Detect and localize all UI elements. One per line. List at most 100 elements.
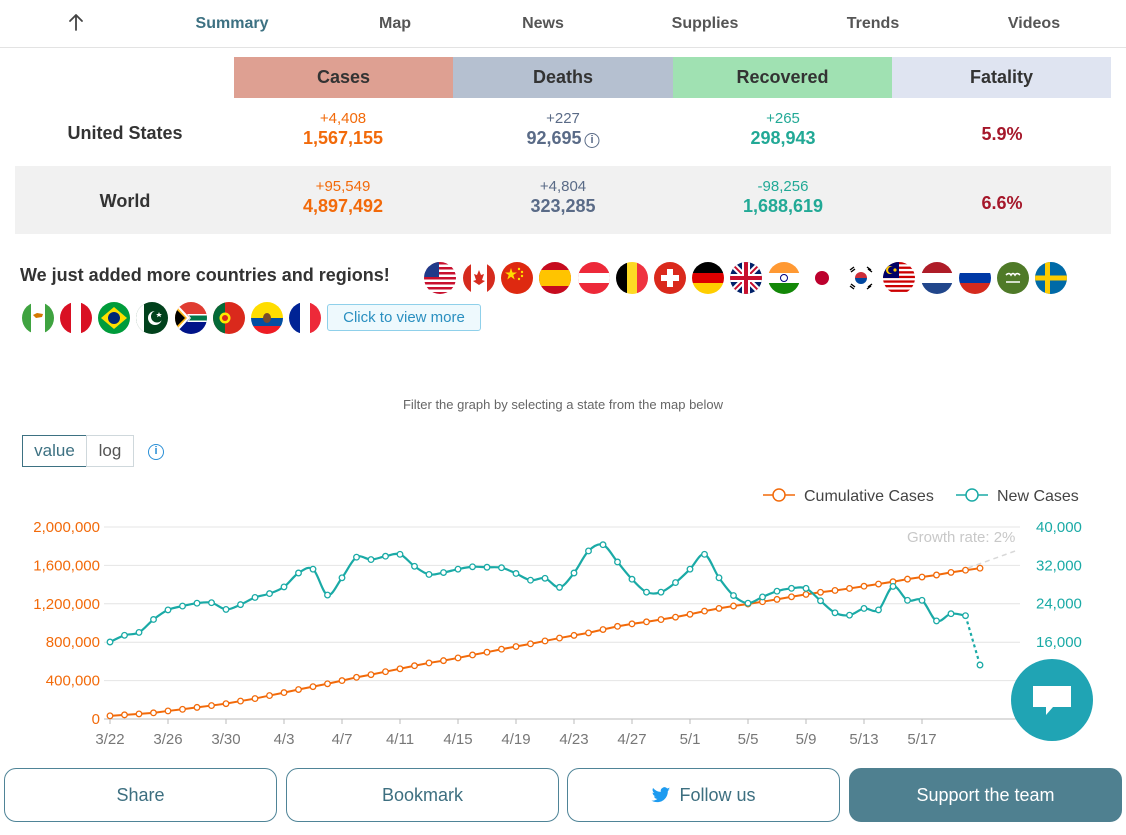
log-toggle[interactable]: log — [86, 435, 134, 467]
new-cases-point — [440, 569, 447, 576]
south-korea-flag[interactable] — [845, 262, 877, 294]
header-cases[interactable]: Cases — [234, 57, 453, 98]
view-more-button[interactable]: Click to view more — [327, 304, 481, 331]
sweden-flag[interactable] — [1035, 262, 1067, 294]
new-cases-point — [179, 602, 186, 610]
chat-button[interactable] — [1011, 659, 1093, 741]
new-cases-point — [614, 558, 621, 566]
new-cases-point — [715, 574, 723, 582]
netherlands-flag[interactable] — [921, 262, 953, 294]
cases-cell: +95,549 4,897,492 — [303, 179, 383, 217]
arrow-up-icon[interactable] — [62, 8, 90, 36]
cumulative-point — [164, 707, 172, 715]
legend-new[interactable]: New Cases — [997, 488, 1079, 505]
cumulative-point — [324, 680, 331, 688]
new-cases-point — [904, 596, 911, 604]
russia-flag[interactable] — [959, 262, 991, 294]
cumulative-point — [701, 607, 708, 615]
new-cases-point — [744, 599, 752, 607]
uk-flag[interactable] — [730, 262, 762, 294]
legend-cumulative[interactable]: Cumulative Cases — [804, 488, 934, 505]
follow-button[interactable]: Follow us — [567, 768, 840, 822]
belgium-flag[interactable] — [616, 262, 648, 294]
tab-trends[interactable]: Trends — [846, 15, 900, 32]
new-cases-point — [918, 596, 926, 604]
canada-flag[interactable] — [463, 262, 495, 294]
japan-flag[interactable] — [806, 262, 838, 294]
cumulative-point — [367, 671, 375, 679]
table-row-us[interactable]: United States +4,408 1,567,155 +227 92,6… — [15, 99, 1111, 167]
cumulative-point — [150, 709, 157, 717]
cumulative-point — [135, 710, 143, 718]
x-tick-label: 4/3 — [274, 731, 295, 748]
south-africa-flag[interactable] — [175, 302, 207, 334]
portugal-flag[interactable] — [213, 302, 245, 334]
cumulative-point — [860, 582, 868, 590]
recovered-total: 298,943 — [750, 128, 816, 148]
new-cases-point — [933, 617, 940, 625]
pakistan-flag[interactable] — [136, 302, 168, 334]
support-button[interactable]: Support the team — [849, 768, 1122, 822]
cyprus-flag[interactable] — [22, 302, 54, 334]
cases-chart[interactable]: 0 400,000 800,000 1,200,000 1,600,000 2,000,0… — [0, 478, 1126, 753]
usa-flag[interactable] — [424, 262, 456, 294]
cumulative-point — [802, 590, 810, 598]
deaths-total: 92,695 — [526, 128, 582, 148]
deaths-total: 323,285 — [530, 196, 596, 216]
cumulative-point — [309, 683, 317, 691]
support-label: Support the team — [916, 784, 1055, 805]
ecuador-flag[interactable] — [251, 302, 283, 334]
cumulative-point — [411, 662, 418, 670]
cumulative-point — [353, 673, 360, 681]
info-icon[interactable]: i — [584, 133, 600, 148]
fatality-value: 6.6% — [981, 193, 1023, 213]
header-fatality[interactable]: Fatality — [892, 57, 1111, 98]
germany-flag[interactable] — [692, 262, 724, 294]
new-cases-point — [193, 599, 201, 607]
bookmark-button[interactable]: Bookmark — [286, 768, 559, 822]
new-cases-point — [396, 550, 404, 558]
spain-flag[interactable] — [539, 262, 571, 294]
cumulative-point — [440, 657, 447, 665]
row-label: United States — [67, 123, 183, 143]
tab-supplies[interactable]: Supplies — [671, 15, 739, 32]
x-tick-label: 3/22 — [95, 731, 124, 748]
cumulative-point — [454, 654, 462, 662]
share-button[interactable]: Share — [4, 768, 277, 822]
new-cases-point — [599, 541, 607, 549]
recovered-cell: +265 298,943 — [750, 111, 815, 149]
tab-news[interactable]: News — [522, 15, 564, 32]
new-cases-point — [135, 628, 143, 636]
deaths-cell: +4,804 323,285 — [530, 179, 595, 217]
saudi-arabia-flag[interactable] — [997, 262, 1029, 294]
tab-videos[interactable]: Videos — [1007, 15, 1061, 32]
new-cases-point — [701, 550, 708, 558]
china-flag[interactable] — [501, 262, 533, 294]
cumulative-point — [976, 564, 984, 572]
header-recovered[interactable]: Recovered — [673, 57, 892, 98]
austria-flag[interactable] — [578, 262, 610, 294]
tab-map[interactable]: Map — [379, 15, 411, 32]
info-icon[interactable]: i — [148, 444, 164, 460]
share-label: Share — [116, 784, 165, 805]
legend-cumulative-marker — [772, 488, 786, 502]
table-row-world[interactable]: World +95,549 4,897,492 +4,804 323,285 -… — [15, 166, 1111, 234]
new-cases-point — [759, 593, 766, 601]
new-cases-point — [802, 584, 810, 592]
follow-label: Follow us — [679, 784, 756, 805]
x-tick-label: 4/7 — [332, 731, 353, 748]
cumulative-point — [541, 637, 549, 645]
tab-summary[interactable]: Summary — [195, 15, 269, 32]
malaysia-flag[interactable] — [883, 262, 915, 294]
top-nav: Summary Map News Supplies Trends Videos — [0, 0, 1126, 48]
india-flag[interactable] — [768, 262, 800, 294]
y-right-tick: 40,000 — [1036, 519, 1082, 536]
value-toggle[interactable]: value — [22, 435, 87, 467]
switzerland-flag[interactable] — [654, 262, 686, 294]
france-flag[interactable] — [289, 302, 321, 334]
peru-flag[interactable] — [60, 302, 92, 334]
header-deaths[interactable]: Deaths — [453, 57, 673, 98]
cumulative-point — [657, 616, 665, 623]
brazil-flag[interactable] — [98, 302, 130, 334]
new-cases-point — [411, 562, 418, 570]
